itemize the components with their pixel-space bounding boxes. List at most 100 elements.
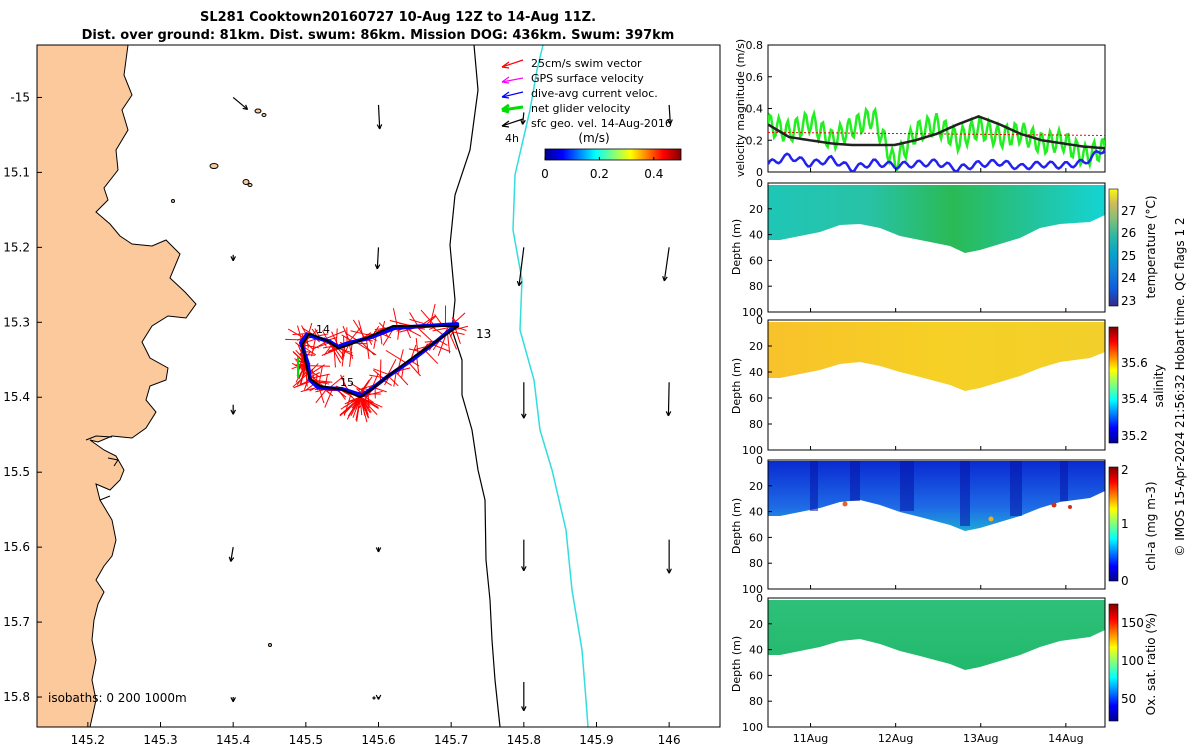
geo-velocity-arrow — [662, 247, 670, 282]
swim-vector — [323, 330, 346, 340]
depth-tick-label: 40 — [749, 506, 763, 519]
temperature-ylabel: Depth (m) — [730, 219, 743, 275]
swim-vector — [318, 342, 331, 348]
section-panels: 27 26 25 24 23 temperature (°C) Depth (m… — [730, 168, 1166, 745]
temperature-cb-label: temperature (°C) — [1144, 196, 1158, 299]
swim-vector — [355, 397, 361, 421]
geo-velocity-arrow — [521, 682, 527, 712]
velocity-y-tick-label: 0.4 — [746, 103, 764, 116]
legend-item-gps-velocity: GPS surface velocity — [501, 72, 644, 85]
salinity-ylabel: Depth (m) — [730, 358, 743, 414]
swim-vector — [437, 334, 447, 356]
svg-text:dive-avg current veloc.: dive-avg current veloc. — [531, 87, 658, 100]
swim-vector — [339, 396, 361, 416]
swim-vector — [373, 368, 390, 376]
temperature-cb-tick-26: 26 — [1121, 226, 1136, 240]
inlet-detail — [85, 435, 119, 501]
map-x-tick-label: 145.3 — [143, 733, 177, 747]
legend-item-sfc-geo-velocity: sfc geo. vel. 14-Aug-2016 — [501, 117, 672, 130]
salinity-cb-label: salinity — [1152, 364, 1166, 407]
colorbar-ticks: 0 0.2 0.4 — [541, 157, 663, 181]
islands — [171, 108, 376, 700]
depth-axes: 0204060801000204060801000204060801000204… — [742, 177, 772, 734]
geo-velocity-arrow — [230, 404, 236, 415]
geo-velocity-arrow — [230, 254, 236, 262]
velocity-y-tick-label: 0 — [756, 166, 763, 179]
salinity-colorbar — [1108, 326, 1119, 444]
depth-tick-label: 40 — [749, 366, 763, 379]
swim-vector — [324, 374, 328, 387]
swim-vector — [454, 328, 461, 344]
oxygen-cb-tick-50: 50 — [1121, 692, 1136, 706]
swim-vector — [350, 396, 361, 402]
svg-text:GPS surface velocity: GPS surface velocity — [531, 72, 644, 85]
legend-item-swim-vector: 25cm/s swim vector — [501, 57, 642, 70]
swim-vector — [365, 337, 370, 360]
track-label-14: 14 — [316, 323, 330, 336]
swim-vector — [355, 341, 377, 356]
depth-tick-label: 100 — [742, 583, 763, 596]
map-x-tick-label: 145.4 — [216, 733, 250, 747]
isobath-200m — [449, 45, 501, 727]
isobath-1000m — [512, 45, 589, 727]
swim-vector — [350, 330, 372, 337]
swim-vector — [409, 312, 419, 327]
time-tick-label: 11Aug — [793, 732, 828, 745]
swim-vector — [329, 375, 345, 388]
swim-vector — [379, 359, 382, 383]
swim-vector — [324, 387, 334, 408]
swim-vector — [362, 395, 374, 403]
swim-vector — [347, 396, 361, 417]
temperature-colorbar — [1108, 188, 1119, 307]
track-label-13: 13 — [476, 327, 491, 341]
salinity-frame — [767, 319, 1106, 451]
depth-tick-label: 100 — [742, 444, 763, 457]
swim-vector — [429, 303, 436, 327]
geo-velocity-arrow — [665, 382, 672, 417]
chla-cb-tick-2: 2 — [1121, 463, 1129, 477]
map-y-tick-label: 15.8 — [3, 690, 30, 704]
legend-item-net-glider-velocity: net glider velocity — [501, 102, 631, 115]
geo-velocity-arrow — [374, 247, 381, 270]
swim-vector — [313, 380, 330, 385]
oxygen-cb-tick-100: 100 — [1121, 654, 1144, 668]
svg-text:25cm/s swim vector: 25cm/s swim vector — [531, 57, 642, 70]
title-line1: SL281 Cooktown20160727 10-Aug 12Z to 14-… — [200, 10, 596, 25]
depth-tick-label: 0 — [756, 177, 763, 190]
swim-vector — [359, 396, 378, 415]
salinity-cb-tick-356: 35.6 — [1121, 356, 1148, 370]
temperature-cb-tick-27: 27 — [1121, 204, 1136, 218]
geo-velocity-vectors — [228, 97, 673, 712]
swim-vector — [322, 345, 335, 349]
map-x-tick-label: 145.9 — [579, 733, 613, 747]
chla-high-point — [1051, 502, 1057, 508]
colorbar-tick-label: 0.4 — [644, 167, 663, 181]
geo-velocity-arrow — [375, 547, 382, 553]
swim-vector — [360, 396, 379, 409]
geo-velocity-arrow — [232, 97, 249, 111]
map-y-tick-label: 15.7 — [3, 615, 30, 629]
swim-vector — [293, 379, 312, 389]
svg-text:net glider velocity: net glider velocity — [531, 102, 631, 115]
temperature-field — [768, 185, 1105, 253]
depth-tick-label: 80 — [749, 695, 763, 708]
swim-vector — [342, 344, 350, 358]
time-tick-label: 14Aug — [1048, 732, 1083, 745]
velocity-black-series — [768, 115, 1105, 150]
oxygen-frame — [767, 597, 1106, 728]
swim-vector — [312, 340, 328, 350]
depth-tick-label: 40 — [749, 644, 763, 657]
temperature-frame — [767, 182, 1106, 313]
colorbar-label: (m/s) — [578, 131, 609, 145]
velocity-y-tick-label: 0.6 — [746, 71, 764, 84]
swim-vector — [306, 365, 331, 367]
chla-colorbar — [1108, 466, 1119, 582]
swim-vector — [385, 349, 407, 364]
temperature-cb-tick-25: 25 — [1121, 249, 1136, 263]
swim-vector — [448, 332, 458, 350]
map-x-tick-label: 145.6 — [361, 733, 395, 747]
geo-velocity-arrow — [375, 694, 382, 700]
oxygen-cb-label: Ox. sat. ratio (%) — [1144, 613, 1158, 715]
swim-vector — [394, 370, 409, 386]
swim-vector — [387, 375, 399, 387]
